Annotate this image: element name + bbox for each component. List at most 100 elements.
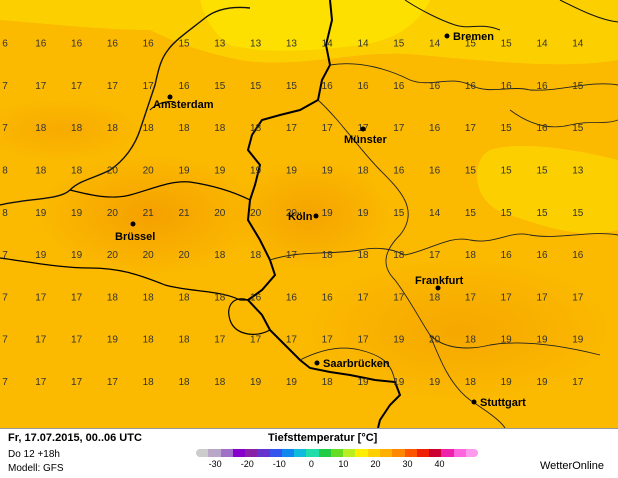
grid-value: 16 [501,250,513,261]
grid-value: 16 [429,81,441,92]
grid-value: 18 [143,377,155,388]
grid-value: 16 [250,292,262,303]
legend-swatch [392,449,405,457]
grid-value: 18 [393,250,405,261]
grid-value: 16 [572,250,584,261]
grid-value: 18 [143,335,155,346]
city-dot-frankfurt [435,285,441,291]
grid-value: 19 [214,166,226,177]
grid-value: 19 [501,335,513,346]
grid-value: 14 [536,39,548,50]
grid-value: 18 [71,123,83,134]
grid-value: 18 [35,123,47,134]
grid-value: 18 [357,250,369,261]
grid-value: 20 [107,208,119,219]
grid-value: 18 [107,292,119,303]
cool-zone-north-center [200,0,430,51]
grid-value: 17 [71,292,83,303]
city-label-stuttgart: Stuttgart [480,397,526,409]
grid-value: 13 [214,39,226,50]
grid-value: 18 [322,250,334,261]
grid-value: 19 [501,377,513,388]
state-border-nrw-south [269,247,406,261]
city-label-koln: Köln [288,211,313,223]
grid-value: 13 [572,166,584,177]
grid-value: 15 [250,81,262,92]
map-footer: Fr, 17.07.2015, 00..06 UTC Do 12 +18h Mo… [0,429,618,478]
grid-value: 15 [465,39,477,50]
city-label-munster: Münster [344,134,388,146]
grid-value: 18 [465,250,477,261]
grid-value: 19 [286,377,298,388]
grid-value: 20 [214,208,226,219]
grid-value: 19 [71,208,83,219]
color-legend [196,449,478,457]
grid-value: 7 [2,335,8,346]
grid-value: 18 [178,123,190,134]
legend-swatch [429,449,442,457]
grid-value: 19 [572,335,584,346]
grid-value: 16 [357,81,369,92]
grid-value: 19 [35,250,47,261]
grid-value: 18 [143,292,155,303]
grid-value: 14 [322,39,334,50]
grid-value: 17 [71,377,83,388]
legend-swatch [232,449,246,457]
grid-value: 17 [393,292,405,303]
border-luxembourg [228,298,271,335]
legend-tick-label: -30 [208,459,222,469]
legend-swatch [269,449,282,457]
grid-value: 19 [71,250,83,261]
state-border-nrw-east [317,99,409,281]
grid-value: 20 [250,208,262,219]
grid-value: 17 [214,335,226,346]
city-dot-stuttgart [471,399,477,405]
grid-value: 15 [536,166,548,177]
grid-value: 21 [178,208,190,219]
city-dot-koln [313,213,319,219]
state-border-hesse-south [394,279,601,356]
grid-value: 21 [143,208,155,219]
grid-value: 19 [322,166,334,177]
map-canvas: 6 16 16 16 16 15 13 13 13 14 14 15 14 15 15 14 14 7 17 17 17… [0,0,618,429]
grid-value: 18 [465,335,477,346]
grid-value: 19 [357,208,369,219]
grid-value: 16 [536,81,548,92]
city-dot-brussel [130,221,136,227]
grid-value: 18 [465,377,477,388]
legend-swatch [441,449,454,457]
grid-value: 17 [465,123,477,134]
grid-value: 17 [35,335,47,346]
grid-value: 16 [536,250,548,261]
legend-swatch [281,449,295,457]
grid-value: 18 [214,377,226,388]
grid-value: 15 [501,123,513,134]
warm-zone-koln [230,160,390,270]
grid-value: 13 [286,39,298,50]
legend-swatch [245,449,258,457]
legend-swatch [196,449,209,457]
legend-swatch [416,449,430,457]
grid-value: 7 [2,377,8,388]
grid-value: 20 [143,250,155,261]
city-dot-saarbrucken [314,360,320,366]
grid-value: 18 [178,292,190,303]
elbe-shore [559,0,618,23]
border-belgium-netherlands [69,181,251,201]
city-dot-amsterdam [167,94,173,100]
grid-value: 15 [178,39,190,50]
city-label-frankfurt: Frankfurt [415,275,464,287]
grid-value: 15 [501,208,513,219]
grid-value: 18 [214,123,226,134]
grid-value: 16 [429,123,441,134]
city-label-brussel: Brüssel [115,231,155,243]
grid-value: 15 [214,81,226,92]
grid-value: 18 [71,166,83,177]
grid-value: 16 [322,81,334,92]
legend-swatch [355,449,368,457]
grid-value: 18 [250,123,262,134]
grid-value: 15 [501,166,513,177]
grid-value: 7 [2,292,8,303]
grid-value: 16 [393,81,405,92]
grid-value: 8 [2,166,8,177]
